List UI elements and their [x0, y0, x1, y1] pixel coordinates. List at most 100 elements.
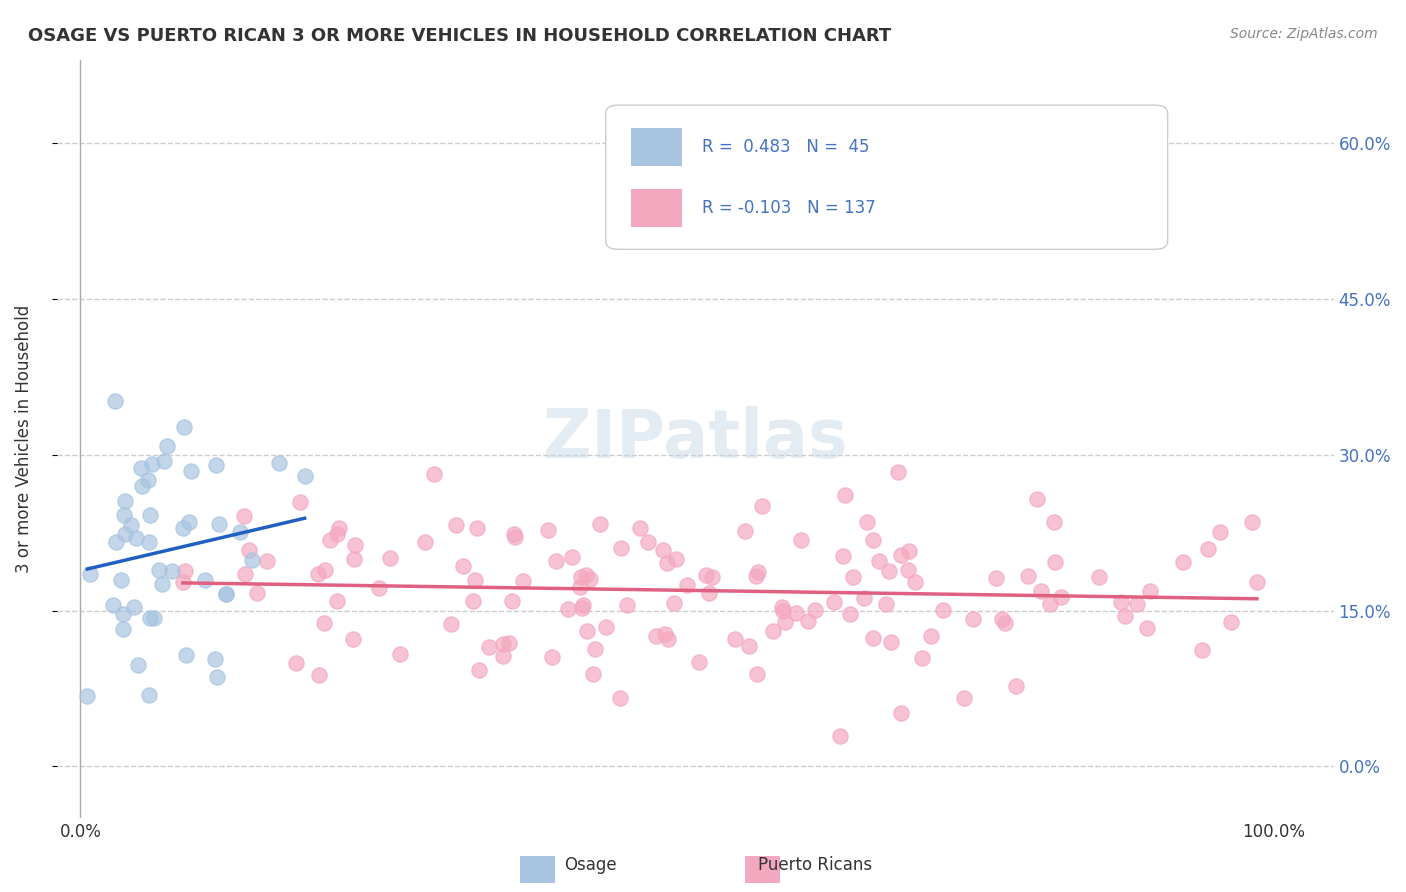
Point — [724, 632, 747, 646]
Text: Source: ZipAtlas.com: Source: ZipAtlas.com — [1230, 27, 1378, 41]
Point — [875, 597, 897, 611]
Point — [1220, 615, 1243, 630]
Point — [152, 577, 174, 591]
Point — [770, 600, 793, 615]
Point — [440, 616, 463, 631]
Point — [205, 458, 228, 472]
Point — [823, 594, 845, 608]
Point — [104, 534, 127, 549]
Point — [1197, 541, 1219, 556]
Point — [367, 581, 389, 595]
Point — [284, 657, 307, 671]
Point — [463, 594, 485, 608]
Point — [796, 614, 818, 628]
Point — [76, 689, 98, 703]
Point — [747, 566, 769, 580]
Point — [173, 420, 195, 434]
Point — [228, 525, 250, 540]
Point — [194, 573, 217, 587]
Point — [986, 571, 1008, 585]
Point — [1139, 583, 1161, 598]
Point — [328, 520, 350, 534]
Point — [319, 533, 342, 547]
Point — [1171, 555, 1194, 569]
Point — [610, 541, 633, 556]
Point — [868, 554, 890, 568]
Point — [465, 521, 488, 535]
Point — [834, 488, 856, 502]
Point — [148, 563, 170, 577]
Point — [114, 493, 136, 508]
Point — [1025, 491, 1047, 506]
Point — [1039, 598, 1062, 612]
Point — [138, 508, 160, 523]
Point — [676, 578, 699, 592]
Point — [994, 616, 1017, 631]
Point — [1109, 594, 1132, 608]
Point — [308, 668, 330, 682]
Point — [655, 556, 678, 570]
Point — [503, 530, 526, 544]
Point — [890, 706, 912, 720]
Point — [233, 567, 256, 582]
Point — [143, 611, 166, 625]
Point — [904, 575, 927, 590]
Point — [136, 473, 159, 487]
Point — [238, 543, 260, 558]
Point — [246, 586, 269, 600]
Point — [492, 636, 515, 650]
Point — [110, 573, 132, 587]
Point — [388, 647, 411, 661]
Point — [838, 607, 860, 621]
Point — [174, 648, 197, 663]
Point — [180, 465, 202, 479]
Point — [232, 508, 254, 523]
Point — [1004, 680, 1026, 694]
Point — [512, 574, 534, 588]
Point — [1017, 569, 1039, 583]
FancyBboxPatch shape — [631, 128, 682, 166]
FancyBboxPatch shape — [606, 105, 1167, 250]
Point — [423, 467, 446, 481]
Text: ZIPatlas: ZIPatlas — [543, 406, 848, 472]
Point — [572, 599, 595, 613]
Point — [790, 533, 813, 547]
Point — [855, 515, 877, 529]
Point — [498, 635, 520, 649]
Point — [738, 639, 761, 653]
Point — [747, 667, 769, 681]
Point — [1045, 555, 1067, 569]
Point — [125, 531, 148, 545]
Point — [751, 500, 773, 514]
Point — [890, 548, 912, 562]
Point — [952, 690, 974, 705]
Point — [240, 552, 263, 566]
Text: Osage: Osage — [564, 856, 617, 874]
Text: R =  0.483   N =  45: R = 0.483 N = 45 — [702, 138, 869, 156]
Point — [153, 453, 176, 467]
Point — [79, 567, 101, 582]
Point — [880, 634, 903, 648]
Point — [294, 469, 316, 483]
Point — [467, 663, 489, 677]
Point — [695, 568, 717, 582]
Point — [492, 648, 515, 663]
Point — [589, 516, 612, 531]
Point — [451, 559, 474, 574]
Point — [579, 572, 602, 586]
Point — [575, 567, 598, 582]
Point — [897, 563, 920, 577]
Point — [569, 570, 592, 584]
Point — [1240, 515, 1263, 529]
Point — [557, 602, 579, 616]
Point — [343, 538, 366, 552]
Point — [688, 655, 710, 669]
Point — [657, 632, 679, 647]
Point — [561, 550, 583, 565]
Point — [138, 535, 160, 549]
Point — [1114, 609, 1136, 624]
Point — [326, 527, 349, 541]
Point — [464, 574, 486, 588]
Point — [124, 599, 146, 614]
Point — [1246, 575, 1268, 590]
